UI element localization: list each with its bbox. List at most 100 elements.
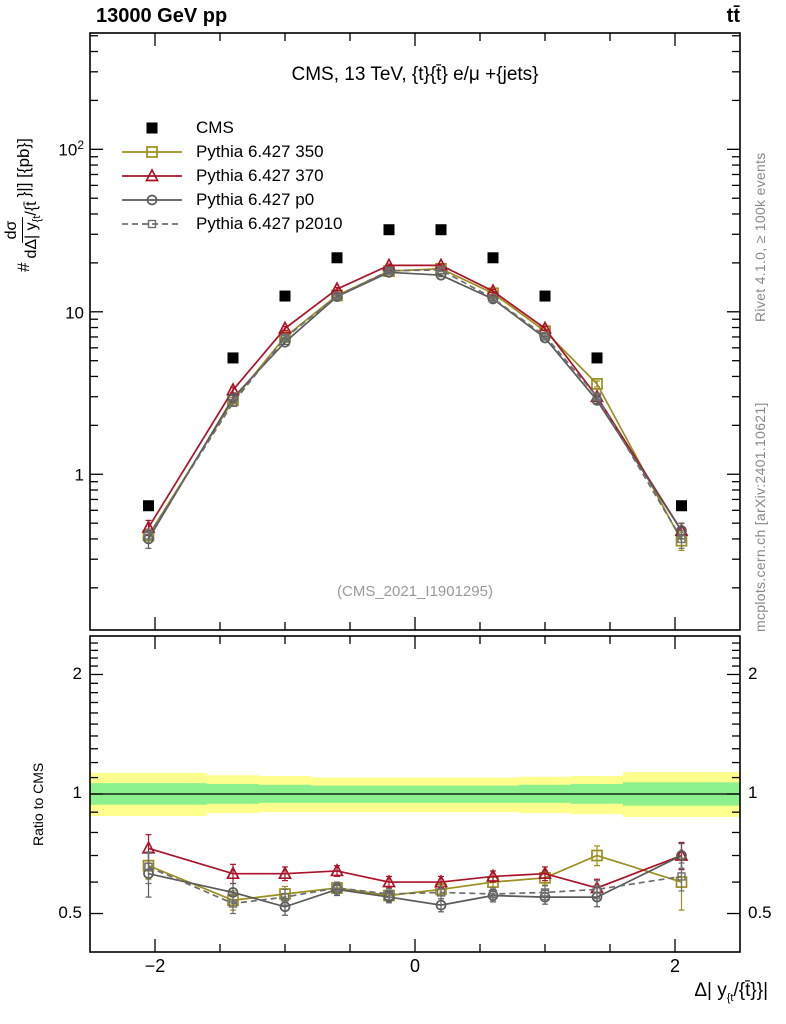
data-point bbox=[330, 281, 344, 295]
data-point bbox=[538, 865, 552, 880]
legend-item-cms: CMS bbox=[120, 116, 343, 139]
data-point bbox=[539, 290, 551, 302]
series-pythia-6-427-p2010 bbox=[144, 265, 686, 915]
data-point bbox=[488, 889, 498, 899]
data-point bbox=[332, 883, 342, 893]
x-tick-2: 2 bbox=[669, 956, 680, 976]
legend-label: Pythia 6.427 370 bbox=[196, 165, 324, 185]
data-point bbox=[486, 283, 500, 297]
data-point bbox=[146, 145, 158, 158]
pythia-350-marker-icon bbox=[122, 145, 182, 158]
data-point bbox=[436, 265, 446, 275]
ratio-tick-1-right: 1 bbox=[748, 783, 758, 802]
data-point bbox=[144, 862, 153, 872]
data-point bbox=[435, 224, 447, 236]
ratio-tick-2-right: 2 bbox=[748, 664, 758, 683]
data-point bbox=[540, 331, 550, 341]
x-tick-minus2: −2 bbox=[144, 956, 166, 976]
ratio-curve bbox=[148, 866, 682, 905]
mcplots-arxiv-note: mcplots.cern.ch [arXiv:2401.10621] bbox=[752, 402, 768, 632]
data-point bbox=[384, 889, 394, 899]
main-curve bbox=[147, 264, 683, 532]
data-point bbox=[592, 885, 602, 894]
data-point bbox=[145, 167, 159, 181]
analysis-watermark: (CMS_2021_I1901295) bbox=[337, 583, 493, 600]
y-axis-label: # dσ dΔ| y{t/{t̄ }|] [{pb}] bbox=[3, 138, 44, 272]
ratio-tick-05-left: 0.5 bbox=[58, 903, 82, 922]
main-curve bbox=[147, 269, 683, 540]
data-point bbox=[384, 266, 394, 275]
x-tick-0: 0 bbox=[409, 956, 420, 976]
data-point bbox=[676, 500, 687, 512]
data-point bbox=[279, 290, 291, 302]
legend-label: Pythia 6.427 p0 bbox=[196, 189, 315, 209]
y-axis-suffix: }|] [{pb}] bbox=[13, 138, 33, 198]
data-point bbox=[677, 872, 686, 881]
data-point bbox=[227, 352, 239, 364]
series-cms bbox=[143, 224, 687, 512]
data-point bbox=[144, 531, 153, 540]
data-point bbox=[146, 194, 158, 205]
data-point bbox=[435, 899, 447, 911]
data-point bbox=[332, 291, 342, 301]
data-point bbox=[228, 899, 238, 908]
ratio-tick-1-left: 1 bbox=[72, 783, 82, 802]
x-axis-label: Δ| y{t/{t̄}}| bbox=[694, 980, 768, 1004]
axis-ticks bbox=[90, 33, 740, 952]
legend-item-pythia-p0: Pythia 6.427 p0 bbox=[120, 188, 343, 211]
ratio-curve bbox=[148, 854, 682, 908]
data-point bbox=[436, 888, 446, 897]
data-point bbox=[226, 865, 240, 880]
data-point bbox=[278, 320, 292, 334]
legend-label: Pythia 6.427 p2010 bbox=[196, 213, 343, 233]
data-point bbox=[228, 398, 238, 408]
rivet-version-note: Rivet 4.1.0, ≥ 100k events bbox=[752, 152, 768, 322]
data-point bbox=[331, 252, 343, 264]
data-point bbox=[147, 219, 157, 228]
legend: CMS Pythia 6.427 350 Pythia 6.427 370 Py… bbox=[120, 116, 343, 235]
beam-energy-label: 13000 GeV pp bbox=[96, 5, 228, 27]
data-point bbox=[488, 294, 498, 303]
main-panel-frame bbox=[89, 32, 741, 631]
data-point bbox=[677, 534, 686, 544]
data-point bbox=[330, 863, 344, 877]
data-point bbox=[540, 888, 550, 897]
uncertainty-bands bbox=[90, 772, 740, 818]
legend-item-pythia-370: Pythia 6.427 370 bbox=[120, 164, 343, 187]
ratio-curve bbox=[148, 847, 682, 889]
y-tick-100: 102 bbox=[58, 138, 84, 160]
data-point bbox=[278, 865, 292, 880]
legend-label: CMS bbox=[196, 117, 234, 137]
data-point bbox=[592, 392, 602, 401]
legend-item-pythia-350: Pythia 6.427 350 bbox=[120, 140, 343, 163]
ratio-axis-label: Ratio to CMS bbox=[30, 762, 46, 846]
data-point bbox=[383, 224, 395, 236]
data-point bbox=[676, 850, 687, 861]
data-point bbox=[591, 352, 603, 364]
data-point bbox=[280, 333, 290, 343]
data-point bbox=[591, 378, 603, 390]
pythia-370-marker-icon bbox=[122, 167, 182, 181]
y-tick-1: 1 bbox=[74, 465, 84, 485]
data-point bbox=[143, 500, 154, 512]
pythia-p0-marker-icon bbox=[122, 194, 182, 205]
y-axis-prefix: # bbox=[13, 262, 33, 272]
data-point bbox=[382, 874, 396, 888]
data-point bbox=[146, 122, 158, 133]
main-curve bbox=[147, 271, 683, 540]
pythia-p2010-marker-icon bbox=[122, 219, 182, 228]
y-axis-fraction: dσ dΔ| y{t/{t̄ bbox=[3, 201, 43, 259]
legend-label: Pythia 6.427 350 bbox=[196, 141, 324, 161]
ratio-tick-05-right: 0.5 bbox=[748, 903, 772, 922]
data-point bbox=[487, 252, 499, 264]
y-tick-10: 10 bbox=[65, 303, 84, 323]
data-point bbox=[591, 849, 603, 862]
data-point bbox=[486, 868, 500, 882]
plot-title: CMS, 13 TeV, {t}{t̄} e/μ +{jets} bbox=[291, 64, 539, 85]
data-point bbox=[280, 892, 290, 902]
legend-item-pythia-p2010: Pythia 6.427 p2010 bbox=[120, 212, 343, 235]
cms-marker-icon bbox=[146, 122, 158, 133]
process-label: tt̄ bbox=[726, 5, 740, 27]
